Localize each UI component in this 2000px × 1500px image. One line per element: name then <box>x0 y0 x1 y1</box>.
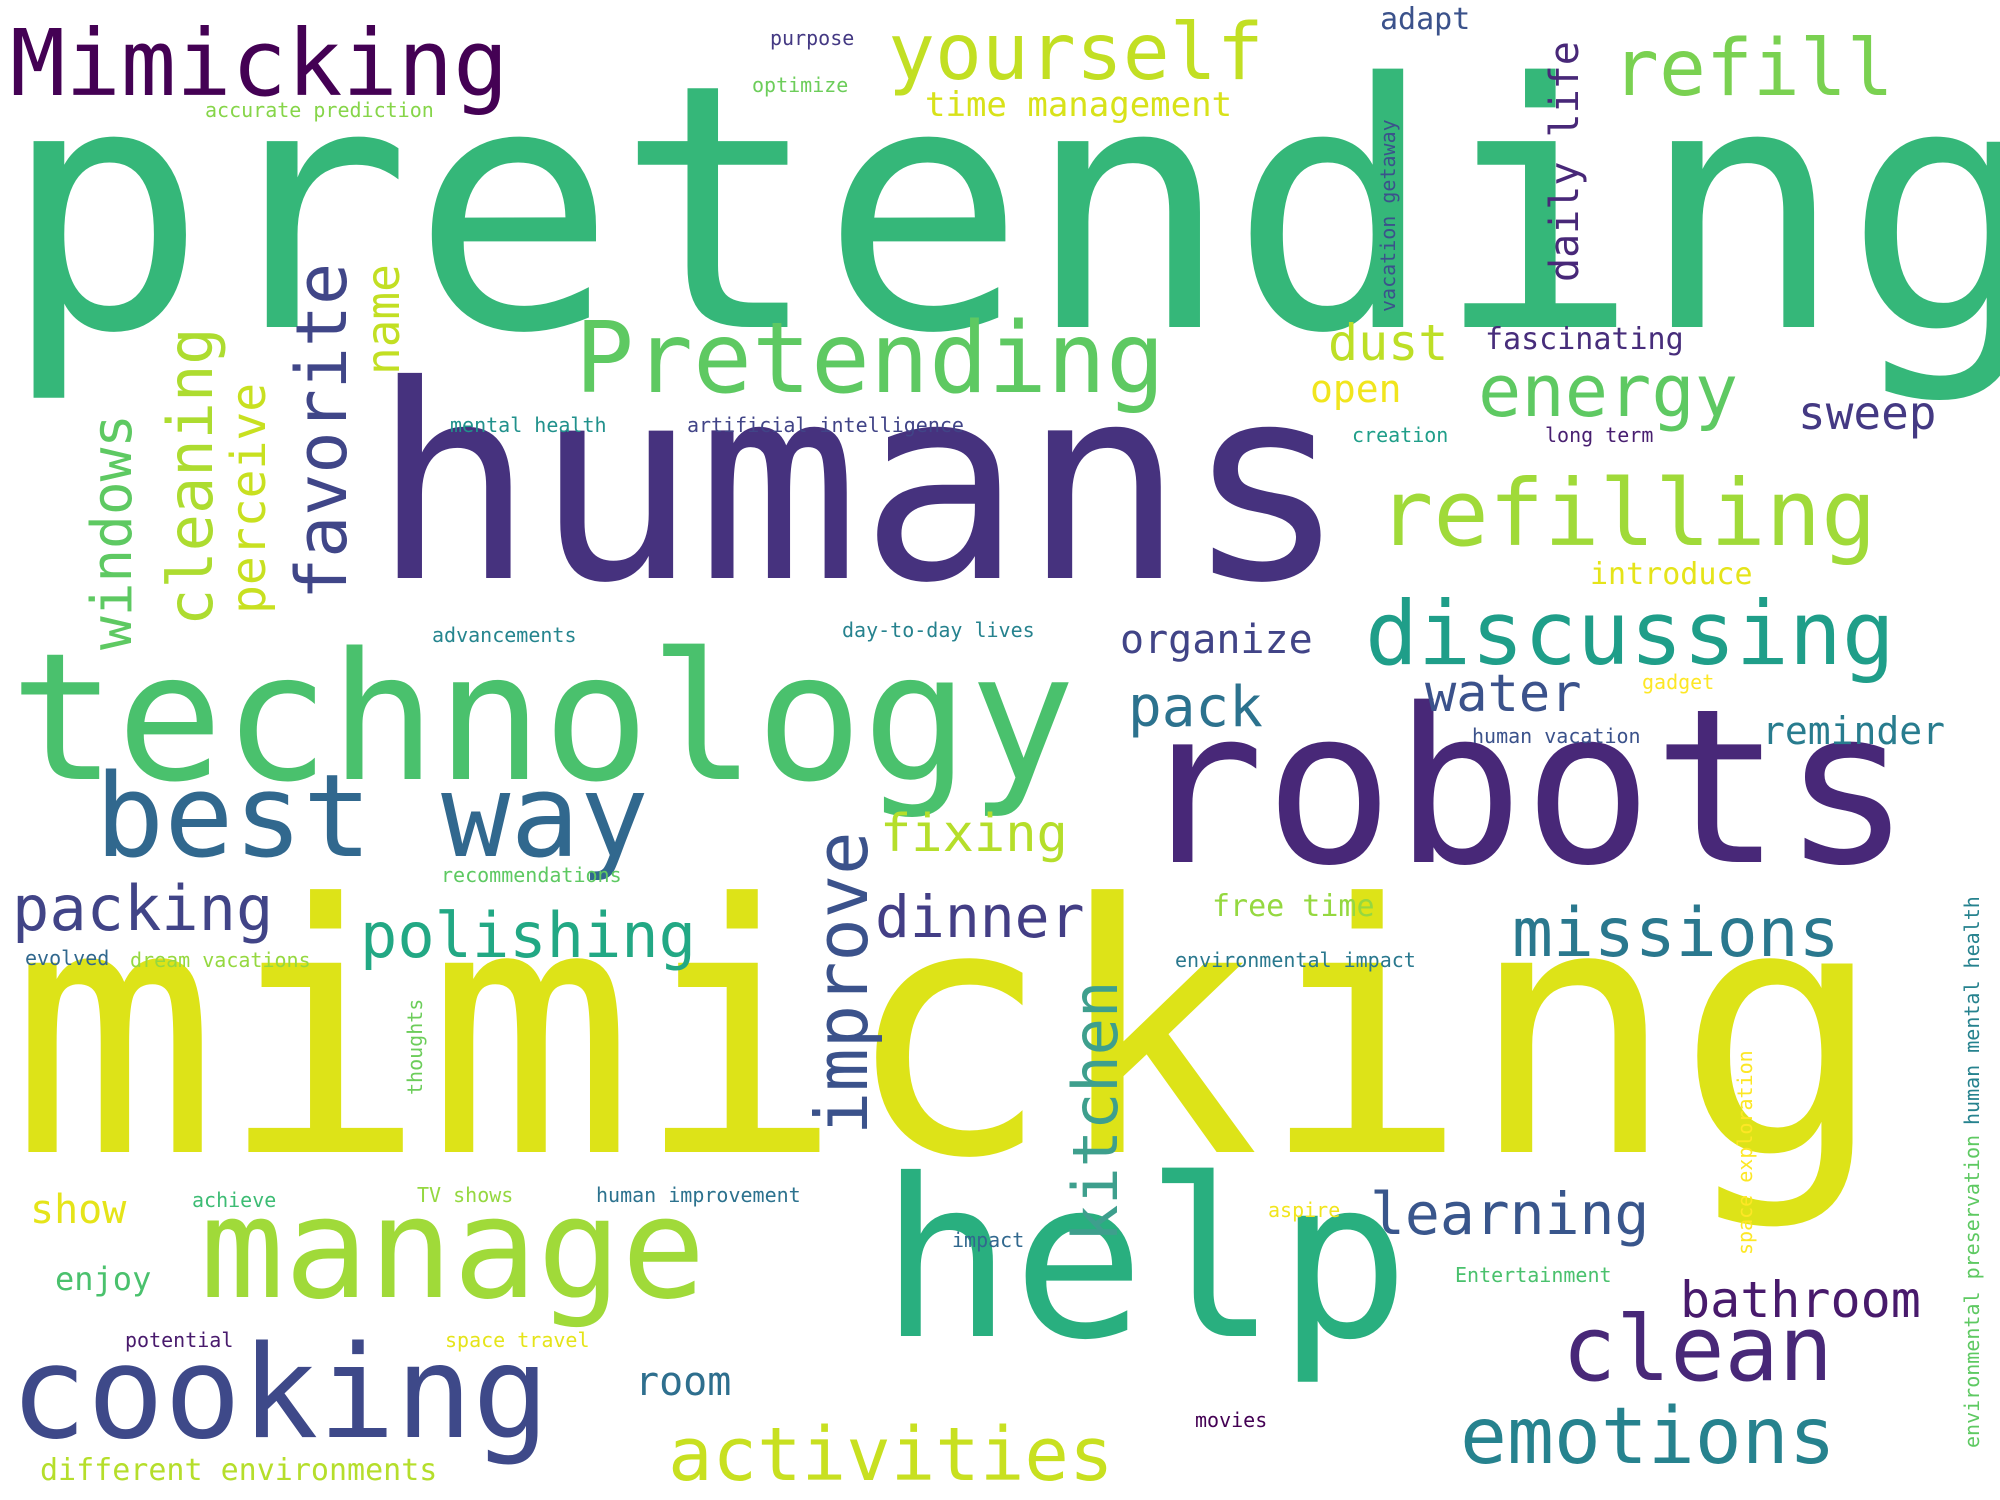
word-polishing: polishing <box>360 899 696 972</box>
word-kitchen: kitchen <box>1059 980 1132 1242</box>
word-thoughts: thoughts <box>403 998 427 1095</box>
word-learning: learning <box>1370 1180 1650 1248</box>
word-mental-health: mental health <box>450 413 607 437</box>
word-adapt: adapt <box>1380 2 1471 37</box>
word-mimicking-capital: Mimicking <box>10 10 509 117</box>
word-human-vacation: human vacation <box>1472 724 1641 748</box>
word-environmental-preservation: environmental preservation <box>1960 1134 1984 1448</box>
word-artificial-intelligence: artificial intelligence <box>687 413 964 437</box>
word-favorite: favorite <box>281 262 363 600</box>
word-packing: packing <box>12 872 274 945</box>
word-cooking: cooking <box>10 1319 550 1468</box>
word-pretending: pretending <box>2 12 2000 408</box>
word-fascinating: fascinating <box>1485 322 1684 357</box>
word-reminder: reminder <box>1762 709 1946 753</box>
word-free-time: free time <box>1212 889 1375 924</box>
word-windows: windows <box>80 413 145 650</box>
word-fixing: fixing <box>880 804 1068 864</box>
word-vacation-getaway: vacation getaway <box>1376 119 1400 312</box>
word-achieve: achieve <box>192 1188 277 1212</box>
word-evolved: evolved <box>25 946 110 970</box>
word-humans: humans <box>372 327 1348 642</box>
word-name: name <box>356 264 410 375</box>
word-entertainment: Entertainment <box>1455 1263 1612 1287</box>
word-time-management: time management <box>925 85 1233 125</box>
word-introduce: introduce <box>1590 557 1753 592</box>
word-improve: improve <box>800 831 884 1135</box>
word-robots: robots <box>1135 662 1912 913</box>
word-different-environments: different environments <box>40 1453 438 1488</box>
word-bathroom: bathroom <box>1680 1271 1921 1329</box>
word-refilling: refilling <box>1378 460 1877 567</box>
word-best-way: best way <box>95 750 649 884</box>
word-purpose: purpose <box>770 26 855 50</box>
word-human-mental-health: human mental health <box>1960 896 1984 1125</box>
word-perceive: perceive <box>221 382 277 614</box>
word-daily-life: daily life <box>1542 41 1588 282</box>
word-recommendations: recommendations <box>441 863 622 887</box>
word-emotions: emotions <box>1460 1392 1836 1482</box>
word-tv-shows: TV shows <box>417 1183 514 1207</box>
word-dinner: dinner <box>875 883 1085 951</box>
word-technology: technology <box>10 615 1076 821</box>
word-impact: impact <box>952 1228 1025 1252</box>
word-refill: refill <box>1612 24 1894 114</box>
word-advancements: advancements <box>432 623 577 647</box>
word-discussing: discussing <box>1365 582 1895 685</box>
word-human-improvement: human improvement <box>596 1183 801 1207</box>
word-space-travel: space travel <box>445 1328 590 1352</box>
word-show: show <box>30 1187 127 1233</box>
word-creation: creation <box>1352 423 1449 447</box>
word-movies: movies <box>1195 1408 1268 1432</box>
word-help: help <box>880 1132 1410 1388</box>
word-manage: manage <box>200 1168 706 1331</box>
word-water: water <box>1425 664 1582 724</box>
word-missions: missions <box>1512 894 1840 973</box>
word-pretending-capital: Pretending <box>575 302 1166 416</box>
word-environmental-impact: environmental impact <box>1175 948 1416 972</box>
word-organize: organize <box>1120 617 1313 663</box>
word-cleaning: cleaning <box>154 327 227 626</box>
word-open: open <box>1310 367 1402 411</box>
word-energy: energy <box>1478 349 1739 433</box>
word-gadget: gadget <box>1642 670 1715 694</box>
word-long-term: long term <box>1545 423 1654 447</box>
word-enjoy: enjoy <box>55 1260 152 1298</box>
word-accurate-prediction: accurate prediction <box>205 98 434 122</box>
word-optimize: optimize <box>752 73 849 97</box>
word-aspire: aspire <box>1268 1198 1341 1222</box>
word-mimicking: mimicking <box>10 831 1885 1234</box>
word-pack: pack <box>1128 675 1263 740</box>
word-sweep: sweep <box>1798 386 1937 440</box>
word-day-to-day-lives: day-to-day lives <box>842 618 1035 642</box>
word-potential: potential <box>125 1328 234 1352</box>
word-activities: activities <box>668 1412 1114 1498</box>
word-room: room <box>635 1359 732 1405</box>
word-space-exploration: space exploration <box>1733 1050 1757 1255</box>
word-dream-vacations: dream vacations <box>130 948 311 972</box>
word-yourself: yourself <box>888 8 1264 98</box>
word-clean: clean <box>1562 1297 1833 1402</box>
word-dust: dust <box>1328 314 1449 372</box>
